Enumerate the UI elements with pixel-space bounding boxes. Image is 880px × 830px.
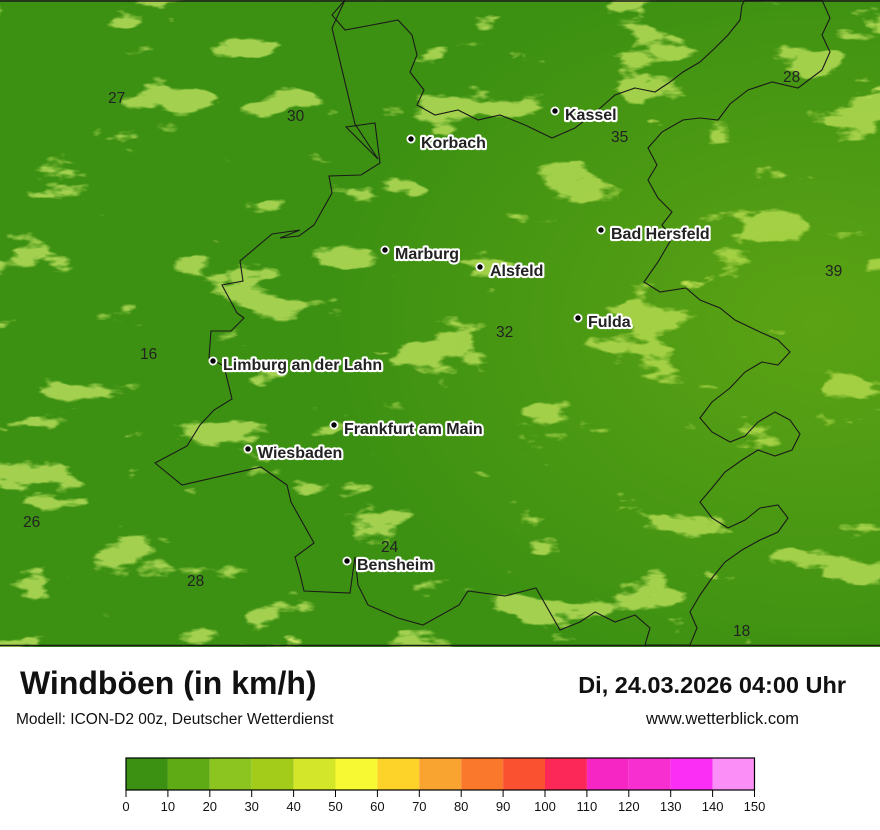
svg-text:26: 26 [23,514,40,531]
svg-text:16: 16 [140,346,157,363]
svg-text:Bensheim: Bensheim [357,557,433,574]
svg-text:60: 60 [370,799,384,814]
svg-text:100: 100 [534,799,556,814]
svg-text:110: 110 [577,799,598,814]
svg-text:28: 28 [187,573,204,590]
svg-text:28: 28 [783,69,800,86]
svg-text:90: 90 [496,799,510,814]
svg-text:140: 140 [702,799,724,814]
svg-text:30: 30 [244,799,258,814]
svg-text:Frankfurt am Main: Frankfurt am Main [344,421,483,438]
svg-text:70: 70 [412,799,426,814]
svg-text:10: 10 [161,799,175,814]
svg-text:Alsfeld: Alsfeld [490,263,543,280]
svg-text:Limburg an der Lahn: Limburg an der Lahn [223,357,382,374]
svg-text:150: 150 [744,799,766,814]
svg-text:Korbach: Korbach [421,135,486,152]
svg-text:120: 120 [618,799,640,814]
svg-text:39: 39 [825,263,842,280]
svg-text:Bad Hersfeld: Bad Hersfeld [611,226,710,243]
svg-text:Kassel: Kassel [565,107,617,124]
svg-text:18: 18 [733,623,750,640]
svg-text:30: 30 [287,108,305,125]
svg-text:80: 80 [454,799,468,814]
svg-text:40: 40 [286,799,300,814]
svg-text:32: 32 [496,324,513,341]
svg-text:27: 27 [108,90,125,107]
svg-text:Fulda: Fulda [588,314,631,331]
svg-text:24: 24 [381,539,399,556]
svg-text:Marburg: Marburg [395,246,459,263]
svg-text:20: 20 [203,799,217,814]
svg-text:Wiesbaden: Wiesbaden [258,445,342,462]
svg-text:0: 0 [122,799,129,814]
svg-text:35: 35 [611,129,628,146]
svg-text:50: 50 [328,799,342,814]
svg-text:130: 130 [660,799,682,814]
